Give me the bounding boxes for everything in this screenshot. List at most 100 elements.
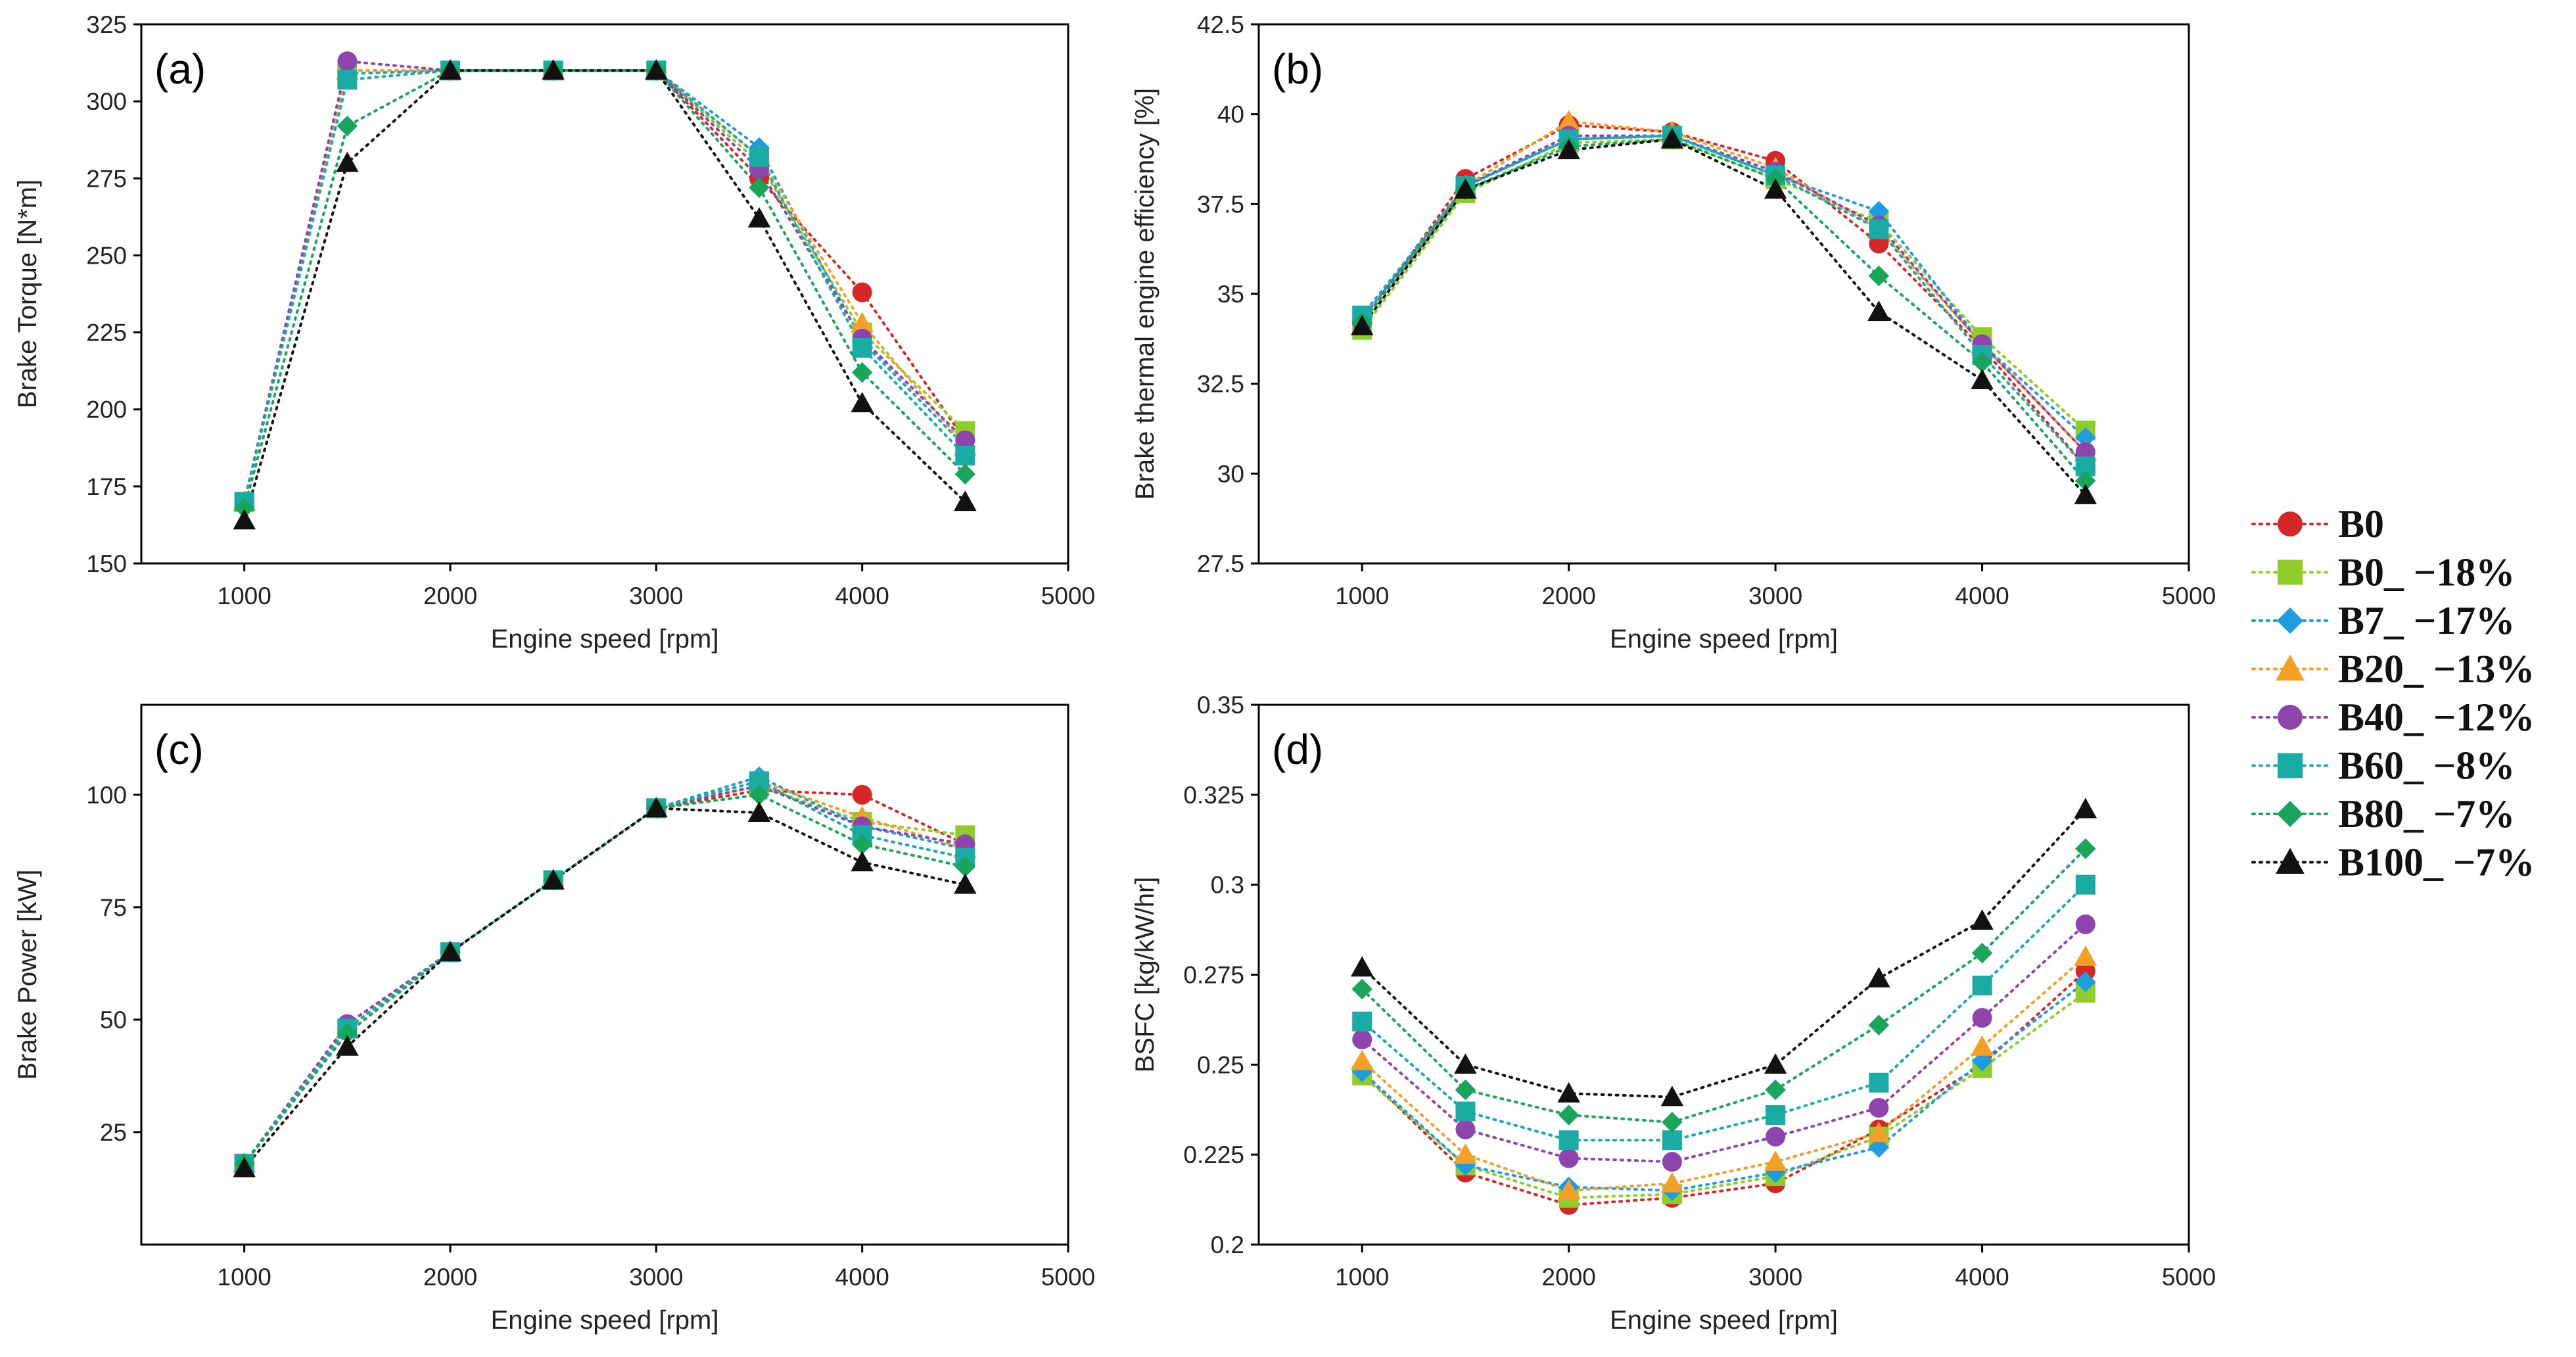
series-line-b40-12 — [1361, 922, 2087, 1164]
marker-b100-7-1-2 — [1557, 139, 1580, 160]
panel-c: 1000 2000 3000 4000 5000 25 50 75 100 Engine spee… — [13, 703, 1095, 1335]
legend-entry-b100-7: B100_ −7% — [2251, 841, 2535, 884]
marker-b7-17-3-5 — [1868, 1137, 1890, 1158]
y-tick-label: 0.3 — [1211, 872, 1244, 899]
y-tick-label: 0.25 — [1197, 1051, 1244, 1078]
x-tick-label: 2000 — [1542, 583, 1596, 609]
legend-label: B80_ −7% — [2338, 792, 2515, 836]
marker-b80-7-0-5 — [749, 177, 770, 199]
plot-frame — [140, 23, 1069, 565]
y-tick-label: 37.5 — [1197, 191, 1244, 218]
y-axis-label: Brake Power [kW] — [13, 869, 42, 1080]
marker-legend-b100-7-legend-7 — [2276, 847, 2305, 874]
marker-b100-7-2-5 — [747, 801, 771, 822]
series-line-b7-17 — [243, 69, 967, 504]
marker-b20-13-3-1 — [1454, 1143, 1477, 1164]
x-tick-label: 2000 — [423, 583, 477, 609]
marker-b100-7-0-2 — [438, 59, 462, 80]
marker-b80-7-2-5 — [749, 784, 770, 805]
marker-b40-12-3-5 — [1869, 1098, 1889, 1118]
series-markers-b100-7 — [1350, 798, 2097, 1107]
panel-a: 1000 2000 3000 4000 5000 150 175 200 225 250 275 30… — [13, 11, 1095, 654]
series-line-b0-18 — [1361, 137, 2087, 432]
marker-b100-7-3-6 — [1971, 909, 1994, 930]
legend-label: B40_ −12% — [2338, 696, 2535, 739]
y-tick-label: 250 — [86, 242, 127, 269]
y-axis-label: Brake thermal engine efficiency [%] — [1131, 88, 1159, 500]
x-axis-label: Engine speed [rpm] — [491, 1306, 719, 1335]
y-tick-label: 0.325 — [1183, 782, 1244, 809]
marker-legend-b80-7-legend-6 — [2277, 801, 2303, 827]
marker-b0-2-6 — [852, 784, 872, 805]
series-line-b0 — [1361, 124, 2087, 468]
y-tick-label: 32.5 — [1197, 371, 1244, 398]
x-tick-label: 3000 — [629, 583, 683, 609]
legend-label: B7_ −17% — [2338, 599, 2515, 642]
marker-b60-8-0-6 — [852, 338, 872, 358]
series-line-b80-7 — [1361, 847, 2087, 1124]
y-axis-label: Brake Torque [N*m] — [13, 179, 42, 408]
panel-label: (d) — [1272, 726, 1323, 773]
marker-b100-7-2-3 — [542, 869, 565, 890]
legend-label: B20_ −13% — [2338, 648, 2535, 691]
marker-b20-13-3-5 — [1867, 1122, 1890, 1143]
marker-legend-b60-8-legend-5 — [2278, 753, 2303, 778]
marker-b100-7-1-7 — [2074, 483, 2097, 504]
y-tick-label: 325 — [86, 11, 127, 38]
marker-legend-b20-13-legend-3 — [2276, 654, 2305, 680]
x-tick-label: 1000 — [1335, 583, 1389, 609]
y-tick-label: 42.5 — [1197, 11, 1244, 38]
legend-label: B0 — [2338, 502, 2384, 546]
marker-b100-7-0-0 — [233, 509, 256, 530]
marker-b40-12-3-0 — [1352, 1030, 1372, 1050]
y-axis-label: BSFC [kg/kW/hr] — [1131, 877, 1159, 1073]
x-tick-label: 3000 — [1748, 583, 1802, 609]
y-tick-label: 150 — [86, 550, 127, 577]
series-line-b60-8 — [243, 69, 967, 504]
y-tick-label: 50 — [100, 1007, 127, 1034]
x-tick-label: 1000 — [1335, 1264, 1389, 1291]
legend-entry-b0-18: B0_ −18% — [2251, 551, 2515, 594]
marker-b100-7-0-4 — [645, 59, 668, 80]
panel-label: (c) — [154, 726, 204, 773]
marker-b0-3-7 — [2075, 961, 2096, 982]
marker-b100-7-0-6 — [851, 392, 874, 413]
series-markers-b60-8 — [1352, 874, 2096, 1151]
marker-b100-7-2-1 — [336, 1035, 359, 1056]
y-tick-label: 0.225 — [1183, 1141, 1244, 1168]
panel-label: (a) — [154, 45, 206, 93]
marker-b60-8-3-2 — [1558, 1130, 1579, 1151]
marker-b60-8-1-5 — [1869, 219, 1889, 239]
marker-b20-13-3-0 — [1350, 1049, 1374, 1070]
marker-b100-7-1-5 — [1867, 300, 1890, 321]
marker-b40-12-3-7 — [2075, 914, 2096, 934]
series-line-b100-7 — [243, 807, 967, 1170]
marker-b20-13-3-4 — [1764, 1150, 1787, 1171]
marker-b100-7-1-3 — [1660, 128, 1684, 149]
marker-b80-7-3-5 — [1868, 1014, 1890, 1036]
series-markers-b80-7 — [1351, 838, 2096, 1133]
x-tick-label: 4000 — [1955, 583, 2009, 609]
x-tick-label: 1000 — [218, 1264, 271, 1291]
marker-b100-7-2-7 — [954, 873, 977, 894]
x-tick-label: 3000 — [1748, 1264, 1802, 1291]
y-tick-label: 35 — [1217, 281, 1244, 308]
marker-b100-7-0-1 — [336, 151, 359, 172]
marker-b60-8-3-7 — [2075, 874, 2096, 895]
y-tick-label: 0.2 — [1211, 1231, 1244, 1258]
x-axis-label: Engine speed [rpm] — [1610, 625, 1838, 654]
marker-b60-8-0-1 — [337, 70, 358, 90]
marker-b20-13-0-6 — [851, 312, 874, 333]
series-line-b7-17 — [1361, 980, 2087, 1192]
y-tick-label: 30 — [1217, 460, 1244, 487]
y-tick-label: 200 — [86, 396, 127, 423]
series-line-b20-13 — [1361, 955, 2087, 1192]
marker-b60-8-3-6 — [1972, 975, 1992, 995]
y-tick-label: 25 — [100, 1119, 127, 1146]
marker-b100-7-1-1 — [1454, 178, 1477, 199]
marker-b100-7-3-7 — [2074, 798, 2097, 819]
marker-b80-7-1-7 — [2075, 470, 2096, 492]
series-line-b0-18 — [1361, 991, 2087, 1199]
marker-b100-7-2-0 — [233, 1156, 256, 1178]
marker-b100-7-0-5 — [747, 206, 771, 227]
